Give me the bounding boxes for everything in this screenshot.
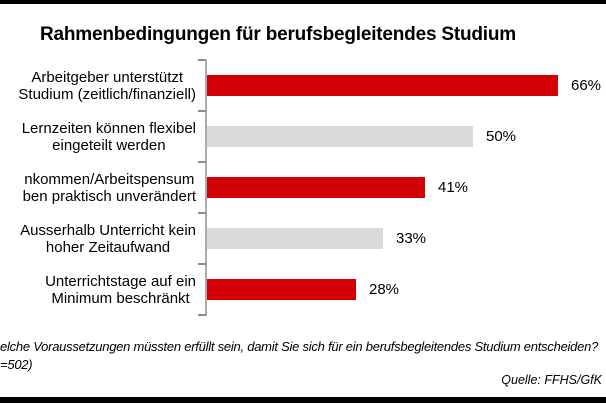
bar-chart-plot-area: Arbeitgeber unterstützt Studium (zeitlic…: [0, 59, 602, 316]
bar: [207, 279, 356, 300]
category-axis-line: [205, 60, 207, 316]
bar: [207, 177, 425, 198]
axis-tick: [198, 314, 206, 316]
category-label-row: Arbeitgeber unterstützt Studium (zeitlic…: [0, 60, 196, 111]
footnote: elche Voraussetzungen müssten erfüllt se…: [0, 338, 606, 374]
category-label-row: Unterrichtstage auf ein Minimum beschrän…: [0, 264, 196, 315]
top-border: [0, 0, 606, 4]
category-label: Arbeitgeber unterstützt Studium (zeitlic…: [18, 68, 196, 103]
category-label-row: Lernzeiten können flexibel eingeteilt we…: [0, 111, 196, 162]
footnote-line-2: =502): [0, 357, 33, 372]
axis-tick: [198, 212, 206, 214]
axis-tick: [198, 263, 206, 265]
category-label-row: nkommen/Arbeitspensum ben praktisch unve…: [0, 162, 196, 213]
value-label: 50%: [486, 128, 517, 145]
axis-tick: [198, 110, 206, 112]
value-label: 41%: [438, 179, 469, 196]
axis-tick: [198, 161, 206, 163]
value-label: 28%: [369, 281, 400, 298]
footnote-line-1: elche Voraussetzungen müssten erfüllt se…: [0, 339, 599, 354]
axis-tick: [198, 59, 206, 61]
category-label: Lernzeiten können flexibel eingeteilt we…: [21, 119, 196, 154]
category-label: Unterrichtstage auf ein Minimum beschrän…: [45, 272, 196, 307]
source-credit: Quelle: FFHS/GfK: [501, 373, 602, 387]
bottom-border: [0, 397, 606, 403]
category-label: Ausserhalb Unterricht kein hoher Zeitauf…: [20, 221, 196, 256]
category-label-row: Ausserhalb Unterricht kein hoher Zeitauf…: [0, 213, 196, 264]
value-label: 66%: [571, 77, 602, 94]
bar: [207, 228, 383, 249]
bar: [207, 75, 558, 96]
chart-title: Rahmenbedingungen für berufsbegleitendes…: [40, 24, 516, 45]
value-label: 33%: [396, 230, 427, 247]
bar: [207, 126, 473, 147]
category-label: nkommen/Arbeitspensum ben praktisch unve…: [22, 170, 196, 205]
